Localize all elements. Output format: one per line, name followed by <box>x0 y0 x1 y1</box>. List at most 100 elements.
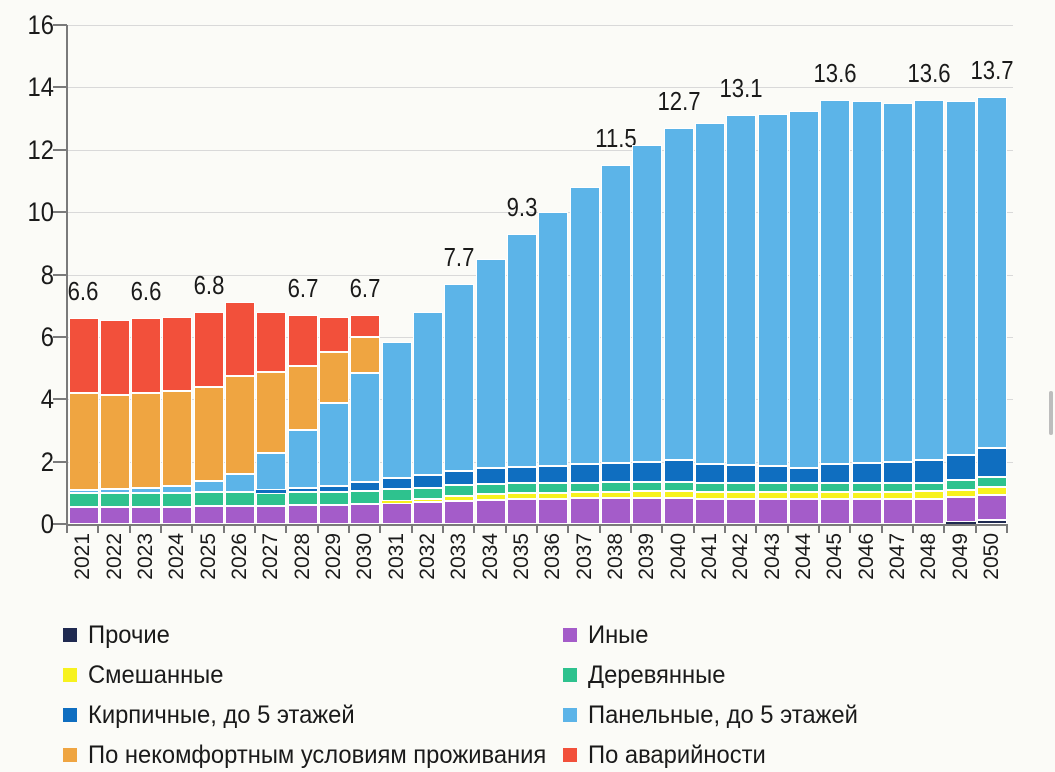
bar-segment-kirpichnye-do-5-2041 <box>695 464 725 484</box>
bar-segment-derevyannye-2041 <box>695 483 725 492</box>
bar-segment-derevyannye-2045 <box>820 482 850 492</box>
x-axis-year-label: 2038 <box>604 533 627 580</box>
bar-segment-inye-2037 <box>570 498 600 524</box>
y-axis-tick <box>53 274 67 276</box>
x-axis-year-label: 2050 <box>980 533 1003 580</box>
total-label-2033: 7.7 <box>443 241 475 272</box>
bar-segment-smeshannye-2042 <box>726 491 756 500</box>
bar-segment-derevyannye-2047 <box>883 482 913 492</box>
y-axis-tick-label: 0 <box>40 509 54 539</box>
y-axis-tick-label: 16 <box>27 10 54 40</box>
legend-column-right: Иные Деревянные Панельные, до 5 этажей По а… <box>563 615 872 772</box>
bar-segment-panelnye-do-5-2032 <box>413 311 443 476</box>
bar-segment-inye-2038 <box>601 498 631 524</box>
y-axis-tick <box>53 336 67 338</box>
y-axis-tick <box>53 149 67 151</box>
bar-segment-kirpichnye-do-5-2047 <box>883 462 913 483</box>
total-label-2040: 12.7 <box>657 85 701 116</box>
bar-segment-panelnye-do-5-2022 <box>100 489 130 493</box>
total-label-2025: 6.8 <box>193 269 225 300</box>
bar-segment-inye-2036 <box>538 499 568 524</box>
total-label-2030: 6.7 <box>349 273 381 304</box>
y-axis-tick-label: 12 <box>27 135 54 165</box>
legend-item-inye: Иные <box>563 615 872 655</box>
gridline-16 <box>67 24 1013 26</box>
bar-segment-inye-2032 <box>413 502 443 524</box>
y-axis-tick-label: 2 <box>40 447 54 477</box>
bar-segment-panelnye-do-5-2026 <box>225 473 255 492</box>
bar-segment-panelnye-do-5-2047 <box>883 102 913 463</box>
bar-segment-inye-2042 <box>726 499 756 524</box>
bar-segment-panelnye-do-5-2034 <box>476 258 506 469</box>
x-axis-year-label: 2048 <box>917 533 940 580</box>
x-axis-year-label: 2023 <box>134 533 157 580</box>
y-axis-tick-label: 6 <box>40 322 54 352</box>
y-axis-tick <box>53 211 67 213</box>
bar-segment-inye-2033 <box>444 500 474 524</box>
legend-swatch-derevyannye <box>563 668 577 682</box>
bar-segment-nekomfortnye-usloviya-2025 <box>194 386 224 481</box>
legend-item-smeshannye: Смешанные <box>63 655 570 695</box>
x-axis-tick <box>975 524 977 533</box>
bar-segment-prochie-2050 <box>977 520 1007 524</box>
legend-swatch-kirpichnye-do-5 <box>63 708 77 722</box>
bar-segment-kirpichnye-do-5-2027 <box>256 490 286 493</box>
legend-item-nekomfortnye-usloviya: По некомфортным условиям проживания <box>63 735 570 772</box>
legend-label-smeshannye: Смешанные <box>88 660 224 689</box>
bar-segment-kirpichnye-do-5-2034 <box>476 468 506 485</box>
legend-item-kirpichnye-do-5: Кирпичные, до 5 этажей <box>63 695 570 735</box>
bar-segment-kirpichnye-do-5-2042 <box>726 465 756 484</box>
bar-segment-inye-2040 <box>664 498 694 524</box>
bar-segment-panelnye-do-5-2050 <box>977 96 1007 448</box>
bar-segment-panelnye-do-5-2041 <box>695 123 725 465</box>
x-axis-year-label: 2026 <box>228 533 251 580</box>
bar-segment-derevyannye-2037 <box>570 482 600 492</box>
x-axis-tick <box>473 524 475 533</box>
bar-segment-smeshannye-2038 <box>601 491 631 499</box>
bar-segment-avariynost-2023 <box>131 318 161 393</box>
legend-swatch-nekomfortnye-usloviya <box>63 748 77 762</box>
legend-label-inye: Иные <box>588 620 649 649</box>
bar-segment-smeshannye-2043 <box>758 491 788 500</box>
scrollbar-thumb[interactable] <box>1049 391 1053 435</box>
bar-segment-nekomfortnye-usloviya-2023 <box>131 393 161 489</box>
x-axis-tick <box>755 524 757 533</box>
x-axis-tick <box>411 524 413 533</box>
bar-segment-kirpichnye-do-5-2040 <box>664 460 694 482</box>
x-axis-tick <box>379 524 381 533</box>
x-axis-tick <box>818 524 820 533</box>
bar-segment-smeshannye-2040 <box>664 490 694 499</box>
bar-segment-smeshannye-2046 <box>852 491 882 500</box>
x-axis-year-label: 2039 <box>635 533 658 580</box>
x-axis-tick <box>97 524 99 533</box>
x-axis-tick <box>849 524 851 533</box>
bar-segment-derevyannye-2048 <box>914 482 944 492</box>
bar-segment-inye-2039 <box>632 498 662 524</box>
bar-segment-kirpichnye-do-5-2046 <box>852 462 882 483</box>
total-label-2035: 9.3 <box>506 191 538 222</box>
x-axis-year-label: 2033 <box>447 533 470 580</box>
x-axis-tick <box>285 524 287 533</box>
bar-segment-avariynost-2021 <box>69 318 99 393</box>
x-axis-tick <box>129 524 131 533</box>
bar-segment-panelnye-do-5-2040 <box>664 127 694 461</box>
bar-segment-kirpichnye-do-5-2044 <box>789 467 819 484</box>
bar-segment-panelnye-do-5-2046 <box>852 101 882 463</box>
bar-segment-derevyannye-2038 <box>601 482 631 492</box>
bar-segment-panelnye-do-5-2036 <box>538 212 568 467</box>
bar-segment-panelnye-do-5-2023 <box>131 488 161 493</box>
x-axis-tick <box>912 524 914 533</box>
legend-label-nekomfortnye-usloviya: По некомфортным условиям проживания <box>88 740 547 769</box>
x-axis-tick <box>442 524 444 533</box>
bar-segment-nekomfortnye-usloviya-2021 <box>69 393 99 490</box>
x-axis-tick <box>599 524 601 533</box>
x-axis-year-label: 2044 <box>792 533 815 580</box>
bar-segment-kirpichnye-do-5-2050 <box>977 447 1007 477</box>
bar-segment-derevyannye-2039 <box>632 481 662 492</box>
bar-segment-panelnye-do-5-2030 <box>350 372 380 482</box>
bar-segment-inye-2031 <box>382 502 412 524</box>
bar-segment-avariynost-2029 <box>319 316 349 353</box>
bar-segment-inye-2050 <box>977 495 1007 521</box>
bar-segment-kirpichnye-do-5-2037 <box>570 464 600 483</box>
